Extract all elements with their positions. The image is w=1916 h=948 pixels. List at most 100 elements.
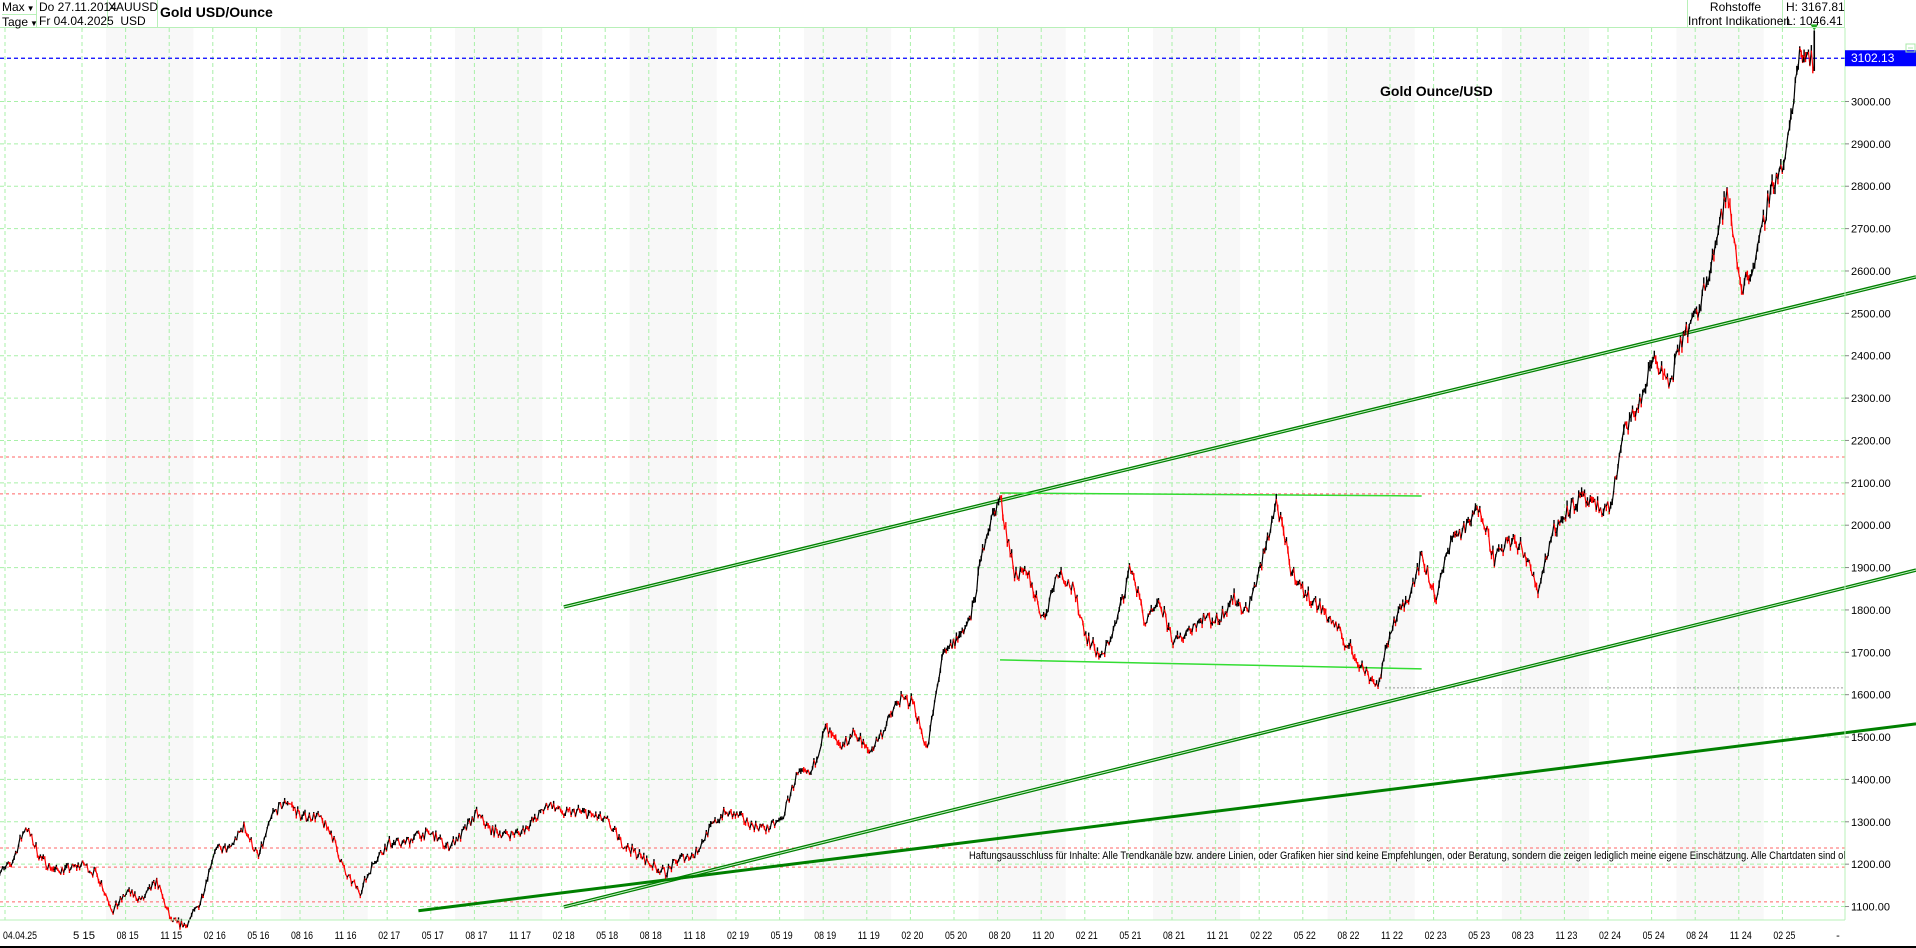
price-segment	[165, 906, 168, 909]
price-segment	[1631, 409, 1635, 416]
price-segment	[835, 737, 838, 742]
collapse-button[interactable]	[1905, 43, 1916, 53]
x-tick-label: 02 17	[378, 930, 400, 942]
price-segment	[180, 921, 184, 928]
price-segment	[1566, 505, 1570, 517]
price-segment	[465, 821, 469, 830]
price-segment	[1648, 365, 1651, 369]
price-segment	[500, 834, 504, 838]
price-segment	[262, 837, 265, 847]
price-segment	[563, 813, 566, 816]
price-segment	[1422, 560, 1426, 569]
price-segment	[125, 890, 129, 894]
price-segment	[1111, 628, 1115, 638]
x-tick-label: 08 19	[814, 930, 836, 942]
price-segment	[939, 658, 943, 669]
interval-select[interactable]: Tage ▼	[2, 14, 38, 31]
price-segment	[118, 897, 121, 904]
price-segment	[586, 813, 590, 819]
price-segment	[1691, 314, 1695, 318]
price-segment	[257, 852, 261, 857]
price-segment	[1357, 664, 1360, 668]
price-segment	[766, 824, 770, 831]
price-segment	[429, 833, 432, 836]
price-segment	[1450, 538, 1453, 541]
price-segment	[461, 828, 464, 831]
price-segment	[1349, 643, 1353, 651]
price-segment	[682, 854, 686, 862]
price-segment	[1466, 519, 1469, 522]
price-segment	[391, 842, 395, 847]
price-segment	[1188, 627, 1192, 631]
price-segment	[1688, 321, 1692, 326]
price-segment	[583, 809, 586, 812]
price-segment	[1447, 550, 1450, 553]
price-segment	[428, 832, 431, 836]
price-segment	[326, 827, 329, 830]
price-segment	[983, 541, 987, 550]
x-tick-label: 02 23	[1425, 930, 1447, 942]
x-tick-label: 05 21	[1119, 930, 1141, 942]
x-tick-label: 02 22	[1250, 930, 1272, 942]
price-segment	[1184, 631, 1187, 636]
date-from[interactable]: Do 27.11.2014	[39, 0, 117, 14]
price-segment	[103, 892, 107, 895]
price-segment	[1681, 333, 1684, 348]
price-segment	[1620, 437, 1623, 449]
price-segment	[349, 875, 353, 884]
y-tick-label: 1300.00	[1851, 817, 1891, 829]
price-segment	[1037, 602, 1040, 613]
price-segment	[836, 741, 840, 744]
price-segment	[1764, 218, 1767, 225]
price-segment	[800, 769, 803, 772]
price-segment	[1645, 383, 1648, 389]
price-segment	[369, 863, 373, 874]
price-segment	[1047, 599, 1051, 612]
price-segment	[686, 854, 690, 859]
price-segment	[186, 921, 190, 928]
price-segment	[1179, 635, 1183, 639]
price-segment	[263, 834, 267, 839]
price-segment	[20, 833, 24, 840]
price-segment	[1797, 47, 1801, 68]
date-to[interactable]: Fr 04.04.2025	[39, 14, 114, 28]
price-segment	[874, 738, 878, 746]
price-segment	[887, 713, 891, 717]
price-segment	[1533, 574, 1536, 584]
price-segment	[762, 823, 766, 830]
price-segment	[272, 809, 275, 812]
price-segment	[192, 908, 195, 911]
chart-title: Gold Ounce/USD	[1380, 83, 1493, 99]
price-segment	[542, 807, 546, 812]
price-segment	[1549, 539, 1552, 543]
price-segment	[974, 590, 978, 599]
price-segment	[851, 728, 854, 738]
price-segment	[714, 819, 718, 824]
price-segment	[243, 822, 246, 831]
price-segment	[794, 772, 798, 783]
price-segment	[1082, 622, 1085, 635]
price-segment	[1736, 265, 1740, 273]
price-segment	[300, 816, 303, 820]
price-segment	[662, 866, 665, 869]
price-segment	[832, 734, 835, 738]
price-segment	[1354, 657, 1357, 662]
range-select[interactable]: Max ▼	[2, 0, 35, 16]
price-segment	[1255, 578, 1258, 588]
price-segment	[922, 738, 925, 745]
price-segment	[963, 627, 966, 634]
price-segment	[1149, 608, 1152, 615]
price-segment	[1258, 563, 1261, 570]
price-segment	[746, 818, 750, 826]
price-segment	[1384, 644, 1388, 650]
price-segment	[441, 838, 444, 847]
price-segment	[1394, 617, 1398, 624]
price-segment	[385, 842, 389, 851]
price-segment	[1733, 239, 1737, 248]
price-segment	[1339, 627, 1343, 636]
price-segment	[862, 740, 866, 746]
price-segment	[404, 838, 408, 844]
price-segment	[166, 907, 169, 911]
price-segment	[285, 802, 288, 805]
